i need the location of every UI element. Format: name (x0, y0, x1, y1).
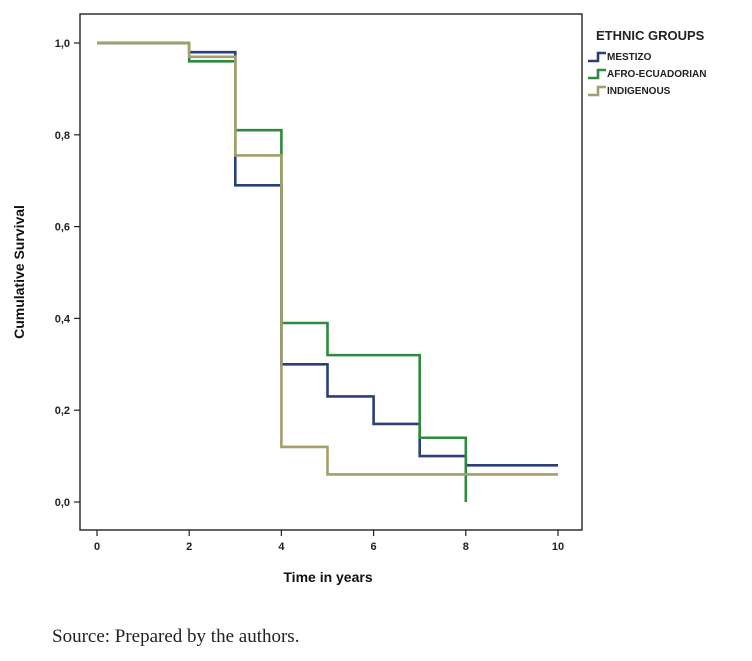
series-line-indigenous (97, 41, 558, 476)
x-tick-label: 0 (94, 541, 100, 553)
x-tick-label: 8 (463, 541, 469, 553)
source-caption: Source: Prepared by the authors. (52, 626, 300, 647)
y-axis-ticks: 0,0 0,2 0,4 0,6 0,8 1,0 (55, 38, 80, 509)
legend-label: INDIGENOUS (607, 86, 671, 97)
series-line-mestizo (97, 41, 558, 467)
series-lines (97, 41, 558, 502)
y-tick-label: 0,4 (55, 313, 71, 325)
y-tick-label: 0,0 (55, 497, 70, 509)
legend-label: AFRO-ECUADORIAN (607, 69, 706, 80)
x-axis-title: Time in years (283, 569, 372, 585)
x-tick-label: 2 (186, 541, 192, 553)
y-axis-title: Cumulative Survival (11, 205, 27, 339)
legend-swatch (588, 68, 606, 80)
y-tick-label: 0,2 (55, 405, 70, 417)
x-axis-ticks: 0 2 4 6 8 10 (94, 530, 564, 553)
y-tick-label: 1,0 (55, 38, 70, 50)
legend-swatch (588, 85, 606, 97)
y-tick-label: 0,8 (55, 130, 70, 142)
legend-label: MESTIZO (607, 52, 652, 63)
legend-title: ETHNIC GROUPS (596, 28, 705, 43)
survival-chart: 0,0 0,2 0,4 0,6 0,8 1,0 0 2 4 6 8 10 Time in years… (11, 13, 706, 585)
x-tick-label: 10 (552, 541, 564, 553)
x-tick-label: 4 (278, 541, 285, 553)
y-tick-label: 0,6 (55, 222, 70, 234)
x-tick-label: 6 (371, 541, 377, 553)
plot-frame (79, 13, 583, 531)
legend-swatch (588, 51, 606, 63)
legend: ETHNIC GROUPS MESTIZO AFRO-ECUADORIAN INDI… (588, 28, 706, 97)
